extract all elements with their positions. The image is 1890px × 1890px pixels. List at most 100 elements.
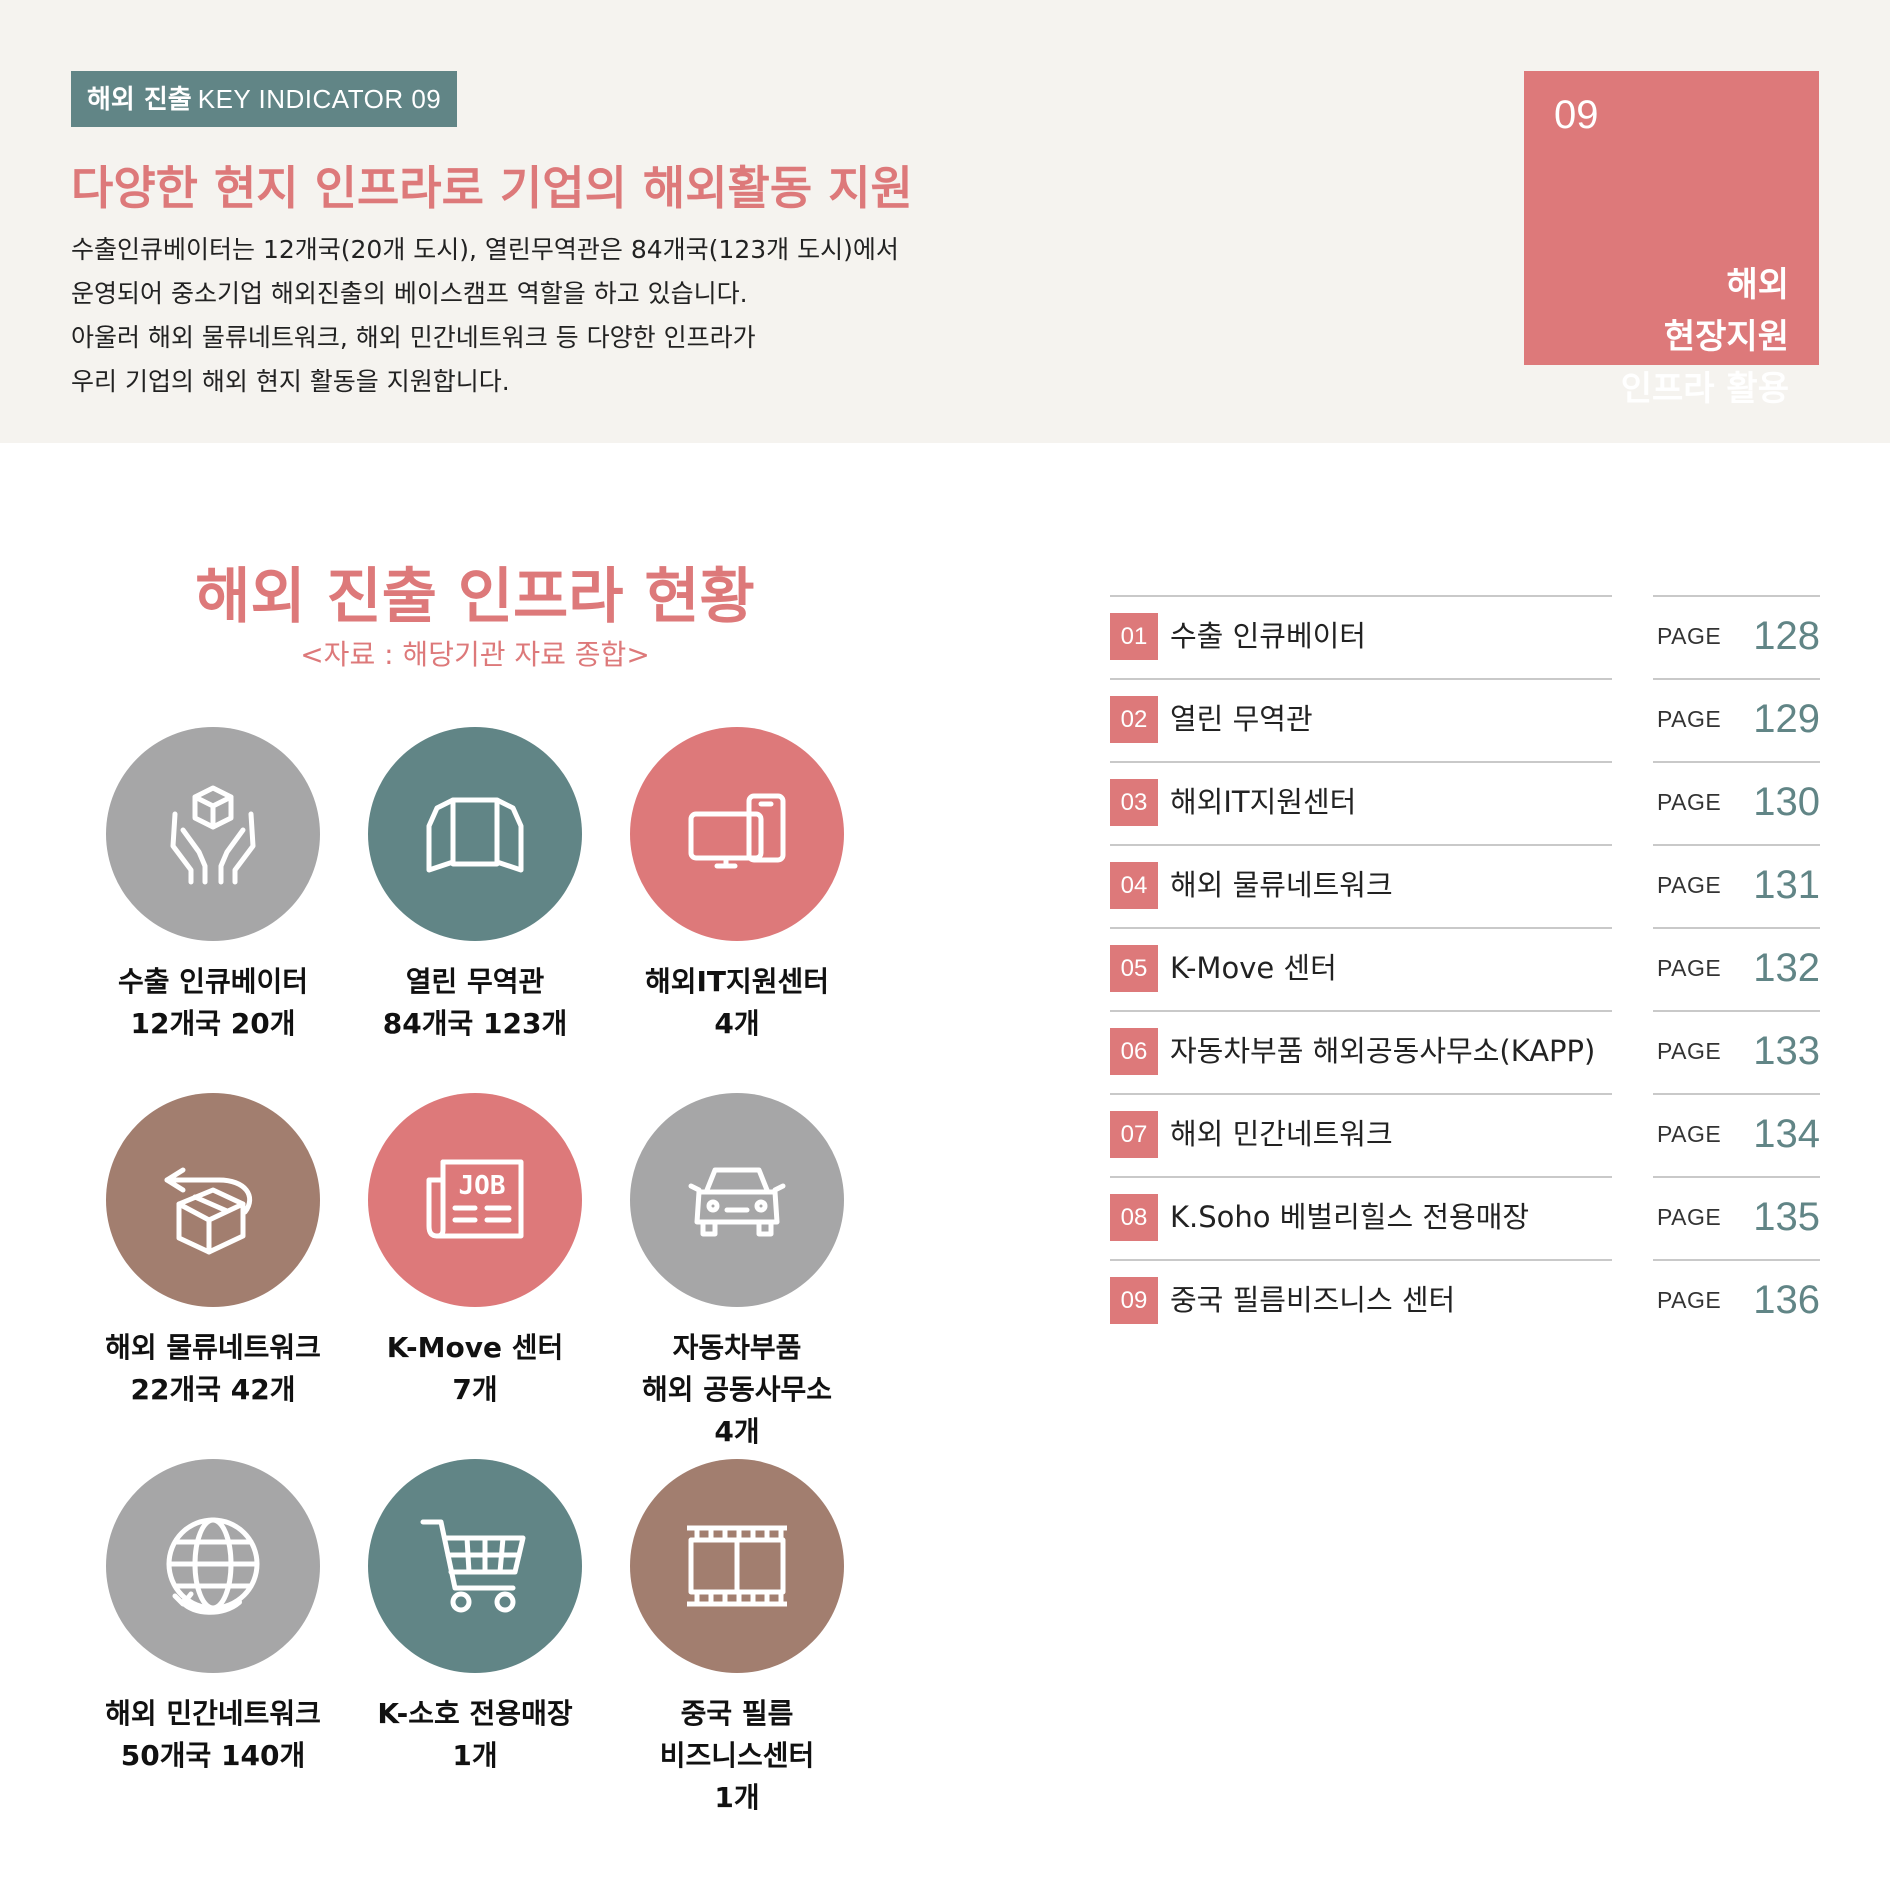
infra-caption-line: 비즈니스센터 (659, 1739, 815, 1772)
divider (1653, 844, 1820, 846)
infra-caption-line: 중국 필름 (680, 1697, 794, 1730)
index-label: 열린 무역관 (1170, 702, 1313, 736)
index-label: 해외 물류네트워크 (1170, 868, 1393, 902)
divider (1653, 1093, 1820, 1095)
page-headline: 다양한 현지 인프라로 기업의 해외활동 지원 (71, 161, 913, 215)
infra-circle (106, 1093, 320, 1307)
film-strip-icon (687, 1525, 787, 1607)
infra-caption-line: K-소호 전용매장 (377, 1697, 573, 1730)
infra-caption: K-소호 전용매장 1개 (344, 1693, 606, 1777)
header-band: 해외 진출 KEY INDICATOR 09 다양한 현지 인프라로 기업의 해외… (0, 0, 1890, 443)
divider (1110, 844, 1612, 846)
page-label: PAGE (1657, 1287, 1722, 1313)
infra-caption: 해외 물류네트워크 22개국 42개 (82, 1327, 344, 1411)
kicker-english: KEY INDICATOR 09 (197, 84, 442, 114)
kicker-korean: 해외 진출 (87, 85, 192, 115)
infra-caption: 중국 필름 비즈니스센터 1개 (606, 1693, 868, 1819)
infra-item-incubator: 수출 인큐베이터 12개국 20개 (82, 727, 344, 1045)
index-number: 09 (1110, 1277, 1158, 1324)
infra-circle (368, 727, 582, 941)
devices-icon (688, 793, 786, 869)
index-row[interactable]: 07 해외 민간네트워크 PAGE 134 (1110, 1093, 1820, 1176)
divider (1110, 1259, 1612, 1261)
lead-line: 수출인큐베이터는 12개국(20개 도시), 열린무역관은 84개국(123개 … (71, 235, 899, 264)
index-number: 07 (1110, 1111, 1158, 1158)
infra-caption-line: 1개 (452, 1739, 498, 1772)
index-row[interactable]: 03 해외IT지원센터 PAGE 130 (1110, 761, 1820, 844)
infra-caption-line: 해외 민간네트워크 (105, 1697, 321, 1730)
infra-circle (630, 727, 844, 941)
page-label: PAGE (1657, 1204, 1722, 1230)
svg-text:JOB: JOB (459, 1171, 506, 1201)
divider (1110, 1093, 1612, 1095)
globe-icon (166, 1517, 260, 1615)
infra-circle (368, 1459, 582, 1673)
page-number: 131 (1753, 863, 1820, 907)
infra-caption-line: 자동차부품 (672, 1331, 802, 1364)
page-number: 132 (1753, 946, 1820, 990)
page-label: PAGE (1657, 623, 1722, 649)
divider (1653, 761, 1820, 763)
infra-caption: 해외IT지원센터 4개 (606, 961, 868, 1045)
page-number: 134 (1753, 1112, 1820, 1156)
chapter-number: 09 (1554, 93, 1599, 137)
divider (1110, 761, 1612, 763)
infra-item-kmove: JOB K-Move 센터 7개 (344, 1093, 606, 1411)
index-row[interactable]: 04 해외 물류네트워크 PAGE 131 (1110, 844, 1820, 927)
infra-caption-line: 4개 (714, 1415, 760, 1448)
page-label: PAGE (1657, 706, 1722, 732)
index-number: 04 (1110, 862, 1158, 909)
lead-paragraph: 수출인큐베이터는 12개국(20개 도시), 열린무역관은 84개국(123개 … (71, 228, 931, 404)
page-number: 128 (1753, 614, 1820, 658)
package-return-icon (164, 1167, 253, 1255)
divider (1653, 927, 1820, 929)
infra-caption-line: 해외 물류네트워크 (105, 1331, 321, 1364)
index-row[interactable]: 02 열린 무역관 PAGE 129 (1110, 678, 1820, 761)
chapter-title-line: 해외 (1726, 265, 1789, 305)
infra-caption-line: 1개 (714, 1781, 760, 1814)
page-number: 136 (1753, 1278, 1820, 1322)
index-number: 02 (1110, 696, 1158, 743)
infra-circle (630, 1093, 844, 1307)
page-label: PAGE (1657, 955, 1722, 981)
divider (1110, 1010, 1612, 1012)
infra-caption-line: 해외 공동사무소 (641, 1373, 833, 1406)
infra-caption-line: 7개 (452, 1373, 498, 1406)
index-number: 08 (1110, 1194, 1158, 1241)
infra-caption: 해외 민간네트워크 50개국 140개 (82, 1693, 344, 1777)
infra-item-film-center: 중국 필름 비즈니스센터 1개 (606, 1459, 868, 1819)
divider (1653, 678, 1820, 680)
lead-line: 우리 기업의 해외 현지 활동을 지원합니다. (71, 367, 510, 396)
hands-box-icon (170, 785, 256, 885)
infra-item-it-center: 해외IT지원센터 4개 (606, 727, 868, 1045)
infra-caption-line: 수출 인큐베이터 (117, 965, 309, 998)
divider (1653, 1010, 1820, 1012)
index-row[interactable]: 08 K.Soho 베벌리힐스 전용매장 PAGE 135 (1110, 1176, 1820, 1259)
infra-caption: 수출 인큐베이터 12개국 20개 (82, 961, 344, 1045)
infra-item-auto-parts: 자동차부품 해외 공동사무소 4개 (606, 1093, 868, 1453)
chapter-title: 해외 현장지원 인프라 활용 (1621, 259, 1789, 415)
infra-caption-line: 해외IT지원센터 (644, 965, 830, 998)
infra-item-trade-office: 열린 무역관 84개국 123개 (344, 727, 606, 1045)
chapter-badge: 09 해외 현장지원 인프라 활용 (1524, 71, 1819, 409)
index-row[interactable]: 05 K-Move 센터 PAGE 132 (1110, 927, 1820, 1010)
divider (1110, 595, 1612, 597)
index-label: 해외 민간네트워크 (1170, 1117, 1393, 1151)
divider (1653, 595, 1820, 597)
infra-circle: JOB (368, 1093, 582, 1307)
job-newspaper-icon: JOB (426, 1159, 524, 1239)
index-number: 05 (1110, 945, 1158, 992)
index-row[interactable]: 06 자동차부품 해외공동사무소(KAPP) PAGE 133 (1110, 1010, 1820, 1093)
section-source: <자료 : 해당기관 자료 종합> (300, 638, 650, 671)
infra-circle (106, 727, 320, 941)
index-label: 수출 인큐베이터 (1170, 619, 1366, 653)
key-indicator-tag: 해외 진출 KEY INDICATOR 09 (71, 71, 458, 127)
lead-line: 아울러 해외 물류네트워크, 해외 민간네트워크 등 다양한 인프라가 (71, 323, 756, 352)
page-label: PAGE (1657, 1121, 1722, 1147)
divider (1110, 678, 1612, 680)
index-row[interactable]: 09 중국 필름비즈니스 센터 PAGE 136 (1110, 1259, 1820, 1342)
page-label: PAGE (1657, 789, 1722, 815)
index-number: 03 (1110, 779, 1158, 826)
index-row[interactable]: 01 수출 인큐베이터 PAGE 128 (1110, 595, 1820, 678)
index-number: 06 (1110, 1028, 1158, 1075)
